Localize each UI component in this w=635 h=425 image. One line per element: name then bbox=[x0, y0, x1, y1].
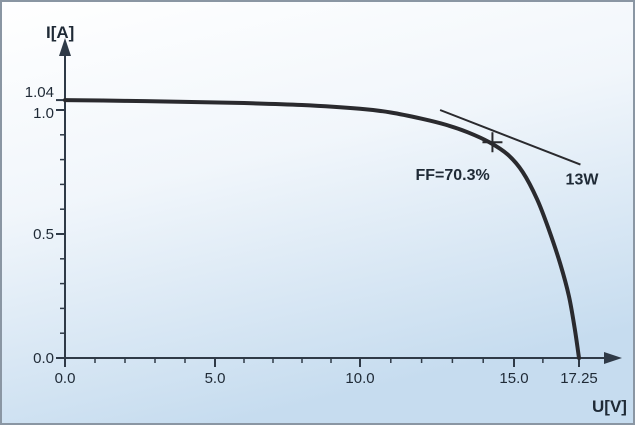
x-major-ticks: 0.0 5.0 10.0 15.0 17.25 bbox=[55, 358, 598, 387]
x-tick-label: 15.0 bbox=[499, 370, 528, 387]
x-axis: 0.0 5.0 10.0 15.0 17.25 U[V] bbox=[55, 352, 627, 416]
y-minor-ticks bbox=[60, 109, 65, 334]
y-axis-arrow-icon bbox=[59, 38, 71, 56]
y-tick-label: 0.5 bbox=[33, 226, 54, 243]
x-tick-label: 5.0 bbox=[205, 370, 226, 387]
fill-factor-label: FF=70.3% bbox=[415, 167, 489, 184]
x-tick-label: 17.25 bbox=[560, 370, 598, 387]
y-tick-label: 0.0 bbox=[33, 350, 54, 367]
x-minor-ticks bbox=[94, 358, 544, 363]
x-tick-label: 0.0 bbox=[55, 370, 76, 387]
y-tick-label: 1.04 bbox=[25, 84, 54, 101]
y-tick-label: 1.0 bbox=[33, 105, 54, 122]
annotations: FF=70.3% 13W bbox=[415, 167, 599, 188]
plot-area bbox=[63, 98, 581, 360]
y-axis: 0.0 0.5 1.0 1.04 I[A] bbox=[25, 23, 75, 367]
x-axis-arrow-icon bbox=[604, 352, 622, 364]
power-tangent-line bbox=[439, 109, 581, 166]
power-label: 13W bbox=[566, 172, 600, 189]
y-axis-title: I[A] bbox=[46, 23, 74, 42]
y-major-ticks: 0.0 0.5 1.0 1.04 bbox=[25, 84, 65, 367]
iv-curve bbox=[63, 98, 581, 360]
x-axis-title: U[V] bbox=[592, 397, 627, 416]
x-tick-label: 10.0 bbox=[345, 370, 374, 387]
